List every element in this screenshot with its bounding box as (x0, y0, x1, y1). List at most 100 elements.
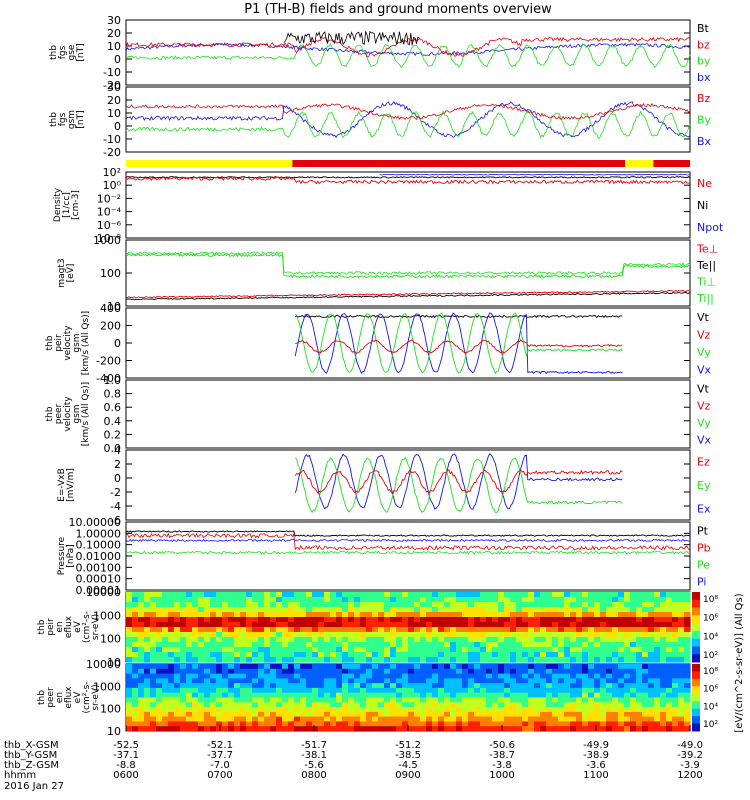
heatmap-cell (648, 702, 655, 708)
heatmap-cell (462, 622, 469, 628)
heatmap-cell (270, 673, 277, 679)
heatmap-cell (522, 664, 529, 670)
heatmap-cell (648, 668, 655, 675)
heatmap-cell (546, 652, 553, 658)
heatmap-cell (600, 687, 607, 694)
heatmap-cell (174, 711, 181, 718)
heatmap-cell (606, 632, 613, 638)
heatmap-cell (504, 597, 511, 603)
heatmap-cell (198, 664, 205, 670)
heatmap-cell (378, 592, 385, 598)
heatmap-cell (486, 617, 493, 623)
heatmap-cell (588, 726, 595, 732)
heatmap-cell (336, 716, 343, 722)
heatmap-cell (504, 726, 511, 732)
heatmap-cell (222, 632, 229, 638)
heatmap-cell (594, 637, 601, 643)
heatmap-cell (390, 632, 397, 638)
heatmap-cell (342, 702, 349, 708)
heatmap-cell (618, 627, 625, 633)
heatmap-cell (318, 711, 325, 718)
heatmap-cell (318, 707, 325, 713)
heatmap-cell (198, 617, 205, 623)
heatmap-cell (612, 622, 619, 628)
heatmap-cell (438, 622, 445, 628)
heatmap-cell (342, 692, 349, 699)
heatmap-cell (474, 716, 481, 722)
heatmap-cell (396, 627, 403, 633)
heatmap-cell (324, 668, 331, 675)
heatmap-cell (516, 726, 523, 732)
heatmap-cell (624, 716, 631, 722)
heatmap-cell (618, 647, 625, 653)
heatmap-cell (450, 721, 457, 727)
heatmap-cell (234, 697, 241, 703)
heatmap-cell (612, 668, 619, 675)
heatmap-cell (468, 697, 475, 703)
heatmap-cell (450, 617, 457, 623)
y-tick-label: 0.6 (104, 401, 122, 414)
heatmap-cell (558, 627, 565, 633)
heatmap-cell (264, 617, 271, 623)
heatmap-cell (252, 692, 259, 699)
heatmap-cell (552, 637, 559, 643)
heatmap-cell (624, 607, 631, 613)
heatmap-cell (660, 602, 667, 608)
heatmap-cell (366, 632, 373, 638)
y-tick-label: 0 (114, 472, 121, 485)
heatmap-cell (306, 602, 313, 608)
heatmap-cell (540, 692, 547, 699)
heatmap-cell (570, 602, 577, 608)
heatmap-cell (420, 627, 427, 633)
heatmap-cell (486, 673, 493, 679)
heatmap-cell (198, 612, 205, 618)
x-axis-value: -51.7 (301, 740, 327, 751)
heatmap-cell (600, 647, 607, 653)
heatmap-cell (360, 647, 367, 653)
y-tick-label: 100 (100, 267, 121, 280)
heatmap-cell (636, 697, 643, 703)
heatmap-cell (486, 602, 493, 608)
y-tick-label: 20 (107, 94, 121, 107)
heatmap-cell (270, 627, 277, 633)
heatmap-cell (552, 612, 559, 618)
heatmap-cell (210, 673, 217, 679)
heatmap-cell (252, 697, 259, 703)
heatmap-cell (276, 597, 283, 603)
heatmap-cell (204, 597, 211, 603)
heatmap-cell (252, 668, 259, 675)
heatmap-cell (336, 612, 343, 618)
heatmap-cell (246, 657, 253, 663)
heatmap-cell (492, 697, 499, 703)
heatmap-cell (648, 726, 655, 732)
heatmap-cell (318, 637, 325, 643)
heatmap-cell (312, 721, 319, 727)
y-axis-label: thb (37, 619, 47, 634)
heatmap-cell (138, 683, 145, 689)
y-axis-label: [km/s (All Qs)] (81, 311, 91, 375)
heatmap-cell (666, 707, 673, 713)
heatmap-cell (486, 627, 493, 633)
heatmap-cell (294, 726, 301, 732)
heatmap-cell (618, 716, 625, 722)
heatmap-cell (138, 707, 145, 713)
heatmap-cell (396, 637, 403, 643)
heatmap-cell (300, 687, 307, 694)
heatmap-cell (360, 607, 367, 613)
heatmap-cell (282, 657, 289, 663)
heatmap-cell (504, 697, 511, 703)
heatmap-cell (438, 697, 445, 703)
heatmap-cell (438, 627, 445, 633)
colorbar-swatch (692, 630, 700, 640)
heatmap-cell (294, 642, 301, 648)
heatmap-cell (294, 607, 301, 613)
heatmap-cell (372, 664, 379, 670)
heatmap-cell (570, 726, 577, 732)
heatmap-cell (144, 711, 151, 718)
heatmap-cell (342, 612, 349, 618)
heatmap-cell (582, 707, 589, 713)
heatmap-cell (462, 711, 469, 718)
heatmap-cell (342, 642, 349, 648)
heatmap-cell (366, 652, 373, 658)
x-axis-value: -51.2 (395, 740, 421, 751)
